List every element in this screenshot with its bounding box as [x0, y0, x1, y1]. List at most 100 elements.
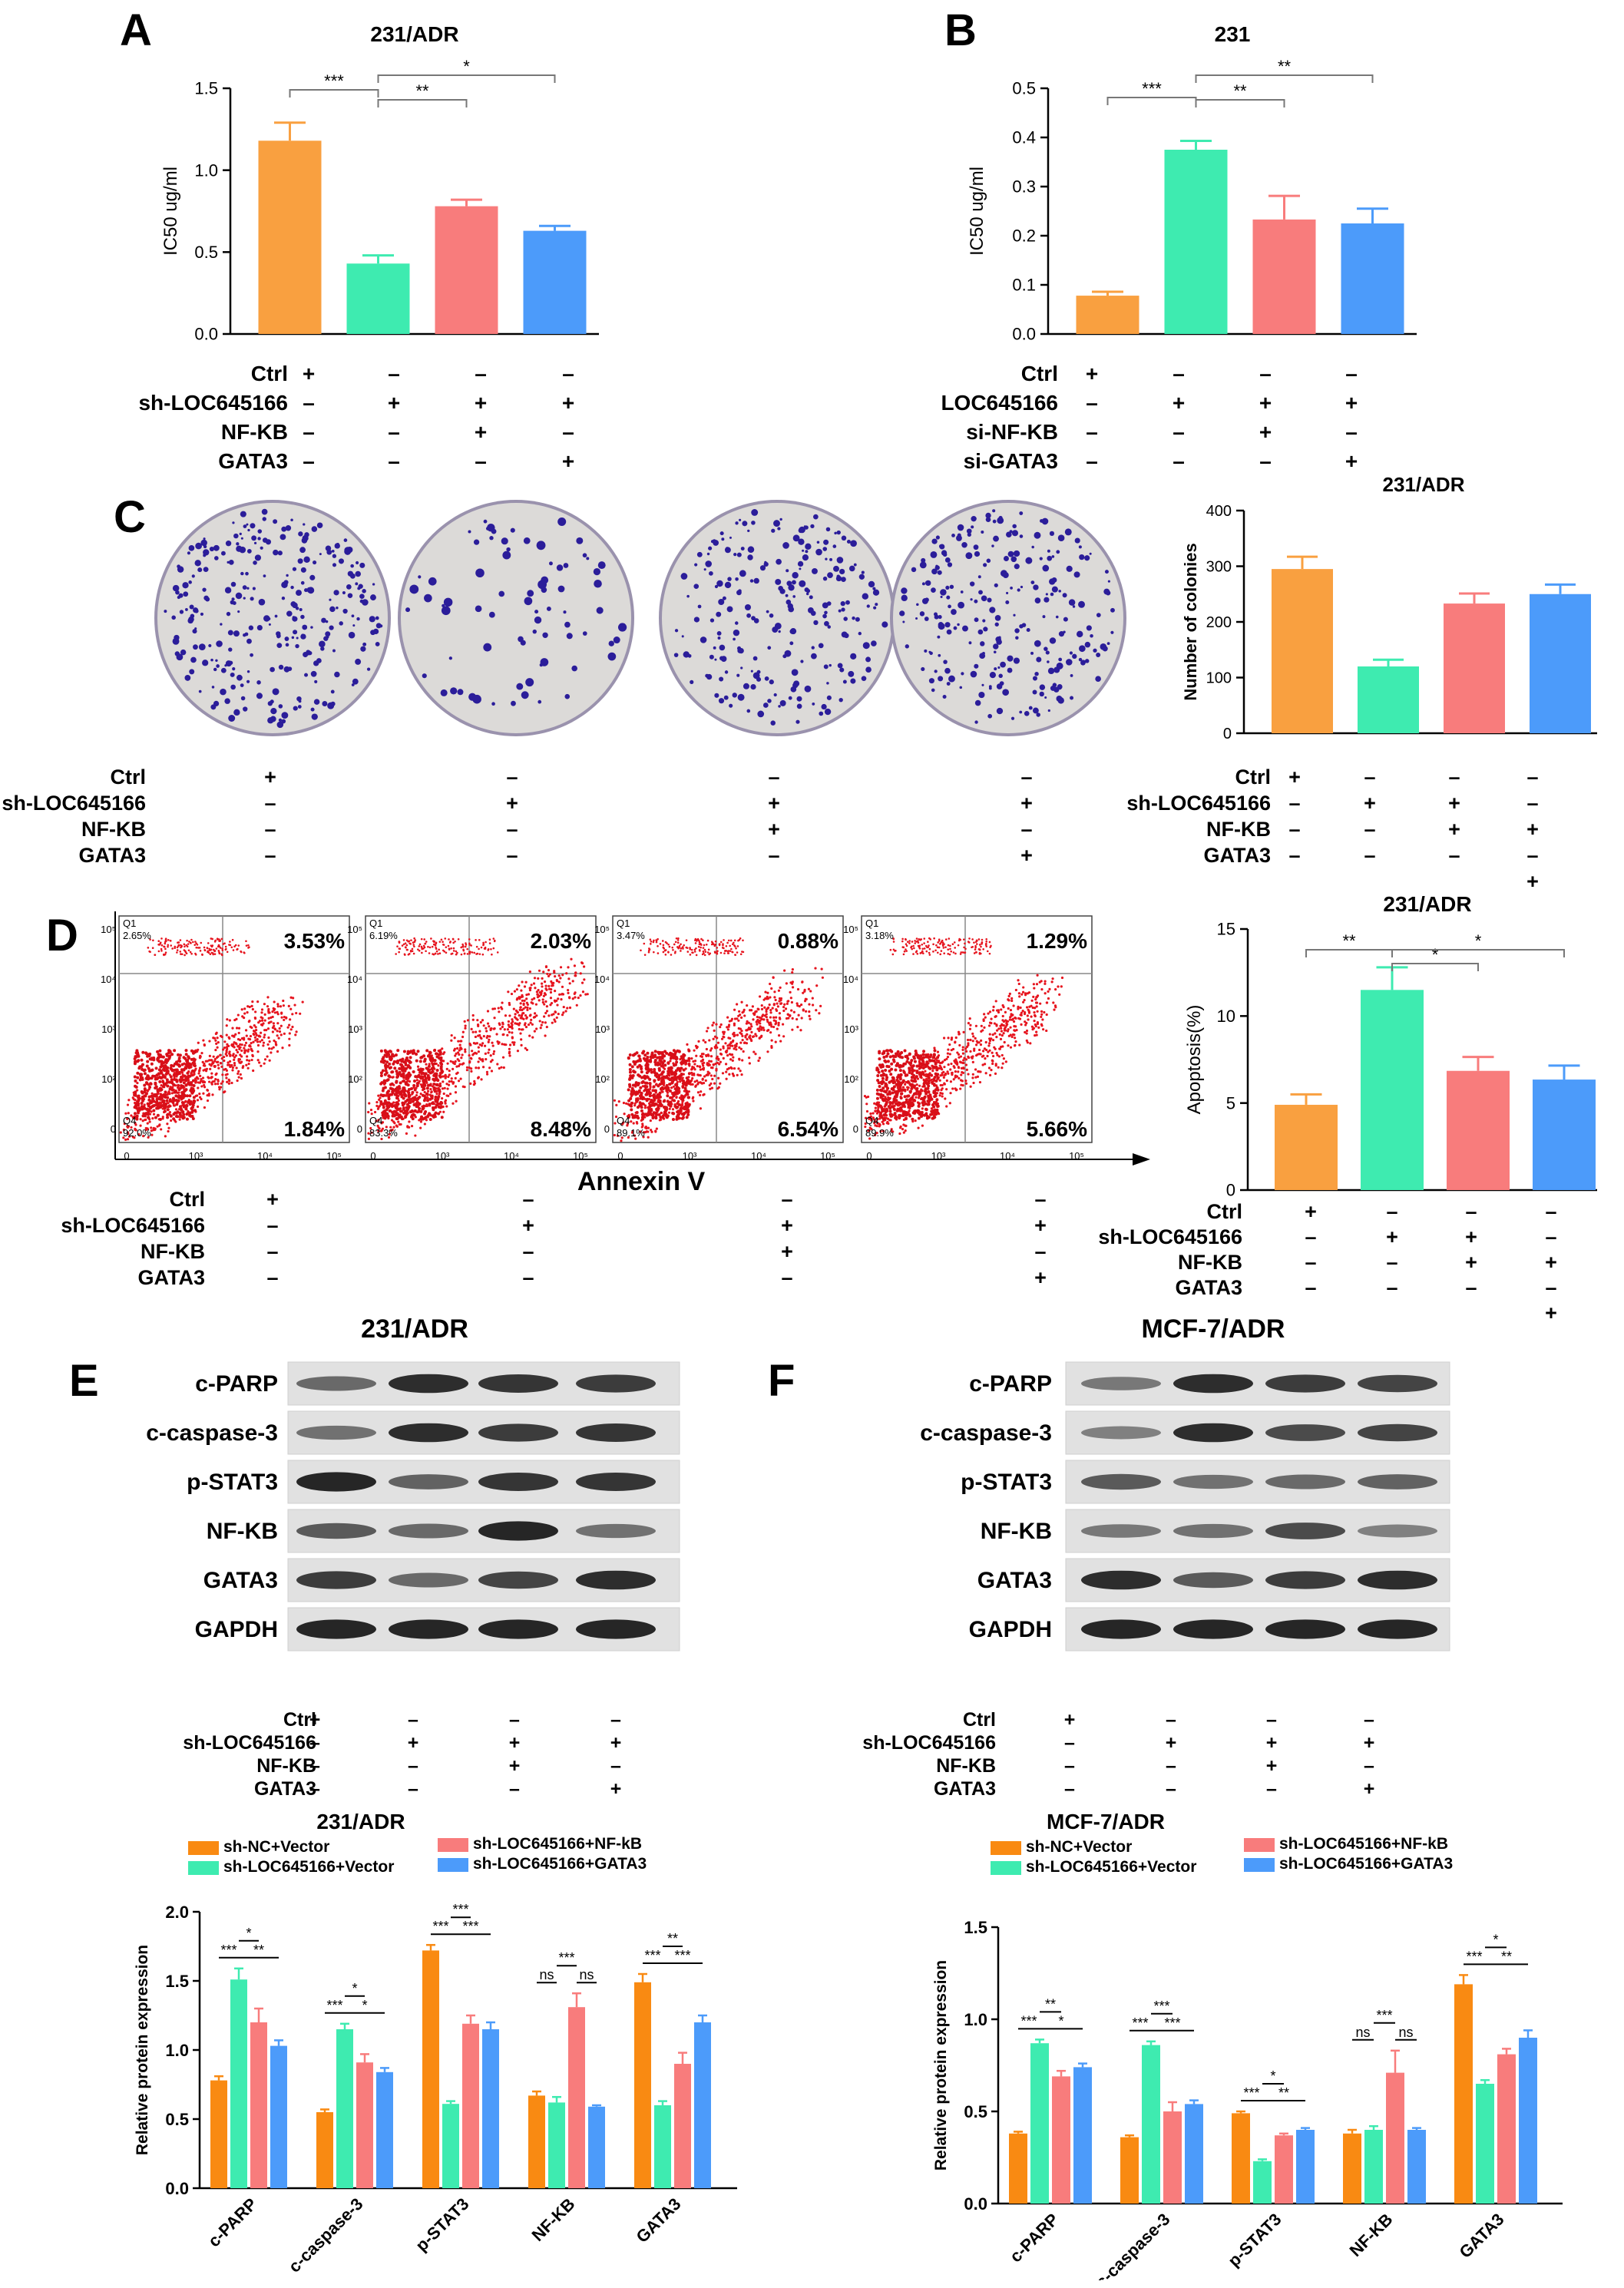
event-dot	[725, 950, 728, 952]
event-dot	[743, 1014, 746, 1017]
colony	[944, 667, 951, 674]
event-dot	[704, 1079, 707, 1082]
event-dot	[226, 951, 229, 954]
event-dot	[214, 1078, 217, 1081]
colony	[868, 580, 875, 588]
event-dot	[648, 1103, 652, 1107]
event-dot	[676, 1109, 680, 1113]
event-dot	[199, 1074, 202, 1077]
colony	[1069, 651, 1073, 655]
colony	[974, 617, 979, 623]
event-dot	[702, 1039, 705, 1042]
event-dot	[723, 1036, 726, 1039]
event-dot	[135, 1106, 139, 1110]
event-dot	[294, 1033, 297, 1037]
condition-sign: +	[1526, 870, 1539, 893]
event-dot	[148, 1085, 152, 1089]
flow-y-tick: 10⁴	[101, 974, 116, 985]
event-dot	[163, 945, 166, 948]
colony	[185, 608, 188, 611]
event-dot	[773, 996, 776, 999]
event-dot	[245, 940, 247, 943]
colony	[862, 642, 870, 650]
event-dot	[257, 1021, 260, 1024]
colony	[827, 572, 833, 579]
colony	[938, 676, 944, 682]
colony	[703, 568, 706, 571]
event-dot	[383, 1064, 387, 1068]
event-dot	[415, 1079, 418, 1082]
event-dot	[686, 1043, 689, 1046]
colony	[836, 530, 841, 535]
event-dot	[475, 953, 478, 955]
event-dot	[433, 944, 436, 946]
colony	[296, 696, 302, 702]
event-dot	[292, 997, 295, 1000]
colony	[246, 523, 249, 526]
event-dot	[229, 941, 231, 943]
event-dot	[140, 1065, 144, 1069]
event-dot	[392, 1089, 395, 1093]
colony	[375, 623, 382, 629]
colony	[718, 698, 725, 704]
colony	[523, 537, 531, 544]
event-dot	[239, 1061, 242, 1064]
event-dot	[225, 947, 227, 951]
event-dot	[202, 1092, 205, 1095]
event-dot	[158, 1117, 162, 1121]
colony	[991, 544, 994, 547]
y-tick-label: 5	[1226, 1093, 1235, 1113]
event-dot	[183, 943, 186, 946]
colony	[1014, 564, 1020, 570]
event-dot	[377, 1119, 380, 1122]
event-dot	[650, 1098, 653, 1102]
event-dot	[696, 1080, 699, 1083]
event-dot	[562, 1005, 565, 1009]
event-dot	[169, 1114, 173, 1118]
event-dot	[160, 1128, 163, 1131]
colony	[342, 608, 348, 614]
event-dot	[236, 1072, 240, 1075]
event-dot	[416, 1065, 420, 1068]
event-dot	[172, 1073, 176, 1077]
colony	[772, 627, 779, 633]
event-dot	[162, 1100, 166, 1104]
event-dot	[567, 977, 571, 980]
colony	[993, 535, 999, 542]
condition-sign: –	[522, 1266, 534, 1289]
event-dot	[432, 1083, 436, 1086]
event-dot	[772, 1016, 776, 1019]
colony	[224, 587, 232, 593]
colony	[1006, 531, 1012, 538]
colony	[1050, 592, 1054, 597]
event-dot	[408, 1093, 412, 1097]
colony	[1096, 613, 1101, 617]
colony	[253, 560, 257, 565]
colony	[911, 567, 917, 573]
event-dot	[696, 939, 699, 941]
event-dot	[422, 1079, 425, 1083]
colony	[1044, 646, 1048, 651]
colony	[833, 565, 839, 572]
colony	[1110, 607, 1115, 613]
event-dot	[405, 944, 408, 947]
event-dot	[440, 1062, 444, 1066]
event-dot	[544, 965, 548, 968]
event-dot	[716, 952, 718, 954]
event-dot	[173, 1049, 177, 1053]
event-dot	[382, 1056, 385, 1060]
event-dot	[712, 1063, 715, 1066]
event-dot	[188, 1113, 192, 1117]
event-dot	[685, 1116, 689, 1119]
event-dot	[736, 1017, 739, 1020]
colony	[240, 683, 244, 687]
event-dot	[460, 953, 463, 956]
event-dot	[173, 1090, 177, 1094]
event-dot	[667, 951, 670, 954]
colony	[483, 643, 492, 652]
colony	[216, 664, 220, 668]
event-dot	[246, 1010, 249, 1014]
event-dot	[722, 1056, 725, 1060]
condition-label: NF-KB	[220, 420, 288, 444]
event-dot	[719, 1052, 723, 1056]
